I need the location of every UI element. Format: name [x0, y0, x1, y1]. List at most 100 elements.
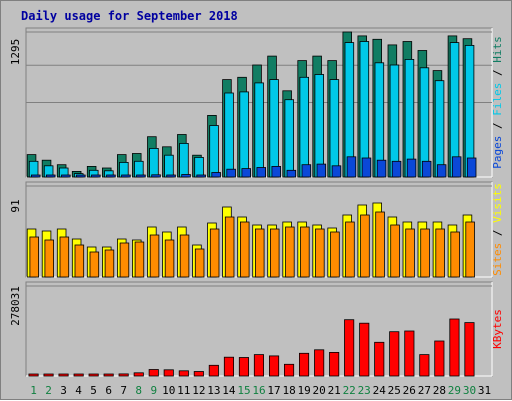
bar-sites-day-2 — [44, 239, 55, 278]
bar-pages-day-11 — [181, 174, 191, 178]
chart-title: Daily usage for September 2018 — [21, 9, 238, 23]
bar-kbytes-day-3 — [58, 373, 69, 377]
bar-sites-day-6 — [104, 249, 115, 278]
bar-pages-day-4 — [76, 174, 86, 178]
bar-files-day-23 — [359, 41, 370, 178]
bar-sites-day-21 — [330, 231, 340, 278]
y-axis-max-label: 1295 — [9, 39, 22, 66]
bar-kbytes-day-7 — [118, 373, 129, 377]
x-tick-day-3: 3 — [60, 384, 67, 397]
label-files: Files — [491, 83, 504, 116]
x-tick-day-13: 13 — [207, 384, 220, 397]
bar-pages-day-1 — [30, 174, 41, 178]
bar-kbytes-day-14 — [223, 356, 235, 377]
bar-kbytes-day-27 — [419, 354, 430, 377]
x-tick-day-14: 14 — [222, 384, 236, 397]
y-axis-max-label: 91 — [9, 199, 22, 212]
x-tick-day-19: 19 — [297, 384, 310, 397]
bar-kbytes-day-9 — [148, 369, 159, 377]
bar-pages-day-19 — [301, 164, 312, 178]
x-tick-day-20: 20 — [312, 384, 325, 397]
label-kbytes: KBytes — [491, 309, 504, 349]
bar-sites-day-29 — [450, 231, 460, 278]
bar-files-day-15 — [239, 91, 249, 178]
bar-files-day-14 — [224, 92, 234, 178]
bar-pages-day-12 — [196, 174, 206, 178]
bar-pages-day-27 — [421, 160, 432, 178]
bar-pages-day-15 — [241, 168, 251, 178]
bar-sites-day-3 — [59, 236, 70, 278]
bar-pages-day-16 — [256, 167, 266, 178]
bar-sites-day-4 — [74, 244, 85, 278]
bar-pages-day-28 — [436, 164, 447, 178]
label-sites: Sites — [491, 243, 504, 276]
bar-sites-day-7 — [119, 242, 130, 278]
bar-kbytes-day-29 — [449, 318, 460, 377]
bar-sites-day-27 — [420, 228, 430, 278]
bar-sites-day-28 — [435, 228, 445, 278]
bar-kbytes-day-6 — [103, 373, 114, 377]
bar-files-day-11 — [179, 142, 189, 178]
bar-pages-day-5 — [91, 174, 101, 178]
x-tick-day-2: 2 — [45, 384, 52, 397]
bar-sites-day-24 — [375, 211, 385, 278]
bar-kbytes-day-15 — [238, 357, 250, 377]
bar-sites-day-18 — [285, 226, 295, 278]
bar-kbytes-day-30 — [464, 322, 475, 377]
x-tick-day-1: 1 — [30, 384, 37, 397]
bar-sites-day-15 — [239, 221, 250, 278]
bar-kbytes-day-24 — [374, 341, 385, 377]
bar-sites-day-9 — [149, 234, 160, 278]
bar-sites-day-25 — [390, 224, 400, 278]
bar-sites-day-19 — [300, 226, 310, 278]
bar-kbytes-day-10 — [163, 369, 174, 377]
bar-sites-day-11 — [179, 234, 190, 278]
series-label-kbytes: KBytes — [491, 309, 504, 349]
x-tick-day-11: 11 — [177, 384, 190, 397]
x-tick-day-25: 25 — [388, 384, 401, 397]
bar-files-day-28 — [434, 80, 445, 178]
x-tick-day-15: 15 — [237, 384, 250, 397]
x-tick-day-27: 27 — [418, 384, 431, 397]
x-tick-day-21: 21 — [328, 384, 341, 397]
bar-sites-day-22 — [345, 221, 355, 278]
bar-sites-day-5 — [89, 251, 100, 278]
panel-kbytes: 278031 KBytes — [9, 281, 504, 377]
x-tick-day-5: 5 — [90, 384, 97, 397]
x-axis-day-labels: 1 2 3 4 5 6 7 8 9 10 11 12 13 14 15 16 17 18 19 20 21 22 23 24 2… — [30, 384, 491, 397]
series-label-traffic: Pages / Files / Hits — [491, 36, 504, 169]
bar-pages-day-7 — [121, 174, 131, 178]
bar-files-day-21 — [329, 79, 340, 178]
bar-files-day-17 — [269, 79, 279, 178]
bar-sites-day-17 — [269, 228, 280, 278]
bar-pages-day-25 — [391, 160, 402, 178]
bar-kbytes-day-5 — [88, 373, 99, 377]
x-tick-day-30: 30 — [463, 384, 476, 397]
bar-files-day-12 — [194, 156, 204, 178]
bar-kbytes-day-28 — [434, 340, 445, 377]
bar-pages-day-10 — [166, 174, 176, 178]
label-separator: / — [491, 63, 504, 83]
bar-sites-day-14 — [224, 216, 235, 278]
label-pages: Pages — [491, 136, 504, 169]
bar-kbytes-day-20 — [314, 349, 325, 377]
x-tick-day-8: 8 — [135, 384, 142, 397]
bar-files-day-13 — [209, 125, 219, 178]
bar-sites-day-10 — [164, 239, 175, 278]
chart-panels: 1295 Pages / Files / Hits 91 Sites / Visits… — [9, 27, 504, 377]
bar-pages-day-3 — [61, 174, 71, 178]
bar-pages-day-20 — [316, 163, 327, 178]
bar-sites-day-16 — [254, 228, 265, 278]
x-tick-day-31: 31 — [478, 384, 491, 397]
bar-pages-day-29 — [451, 156, 462, 178]
bar-kbytes-day-1 — [28, 373, 39, 377]
bar-kbytes-day-25 — [389, 331, 400, 377]
bar-pages-day-13 — [211, 172, 221, 178]
bar-files-day-30 — [464, 45, 475, 178]
bar-sites-day-30 — [465, 221, 475, 278]
bar-kbytes-day-4 — [73, 373, 84, 377]
label-separator: / — [491, 223, 504, 243]
bar-files-day-25 — [389, 64, 400, 178]
